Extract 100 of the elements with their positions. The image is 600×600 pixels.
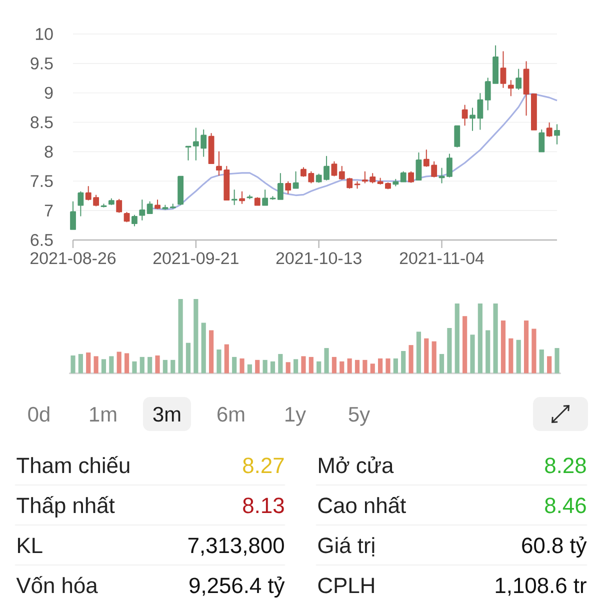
bar: [262, 360, 268, 374]
bar: [424, 338, 429, 374]
candlestick: [185, 146, 192, 160]
candlestick: [70, 201, 76, 230]
candlestick: [516, 68, 522, 90]
bar: [132, 361, 137, 374]
text: 1,108.6 tr: [496, 578, 586, 596]
bar: [478, 303, 482, 374]
bar: [286, 362, 290, 374]
bar: [462, 316, 468, 374]
text: 8.27: [243, 458, 284, 474]
candlestick: [508, 80, 514, 96]
bar: [178, 298, 183, 374]
bar: [547, 356, 552, 374]
y-tick-label: 9.5: [30, 57, 53, 70]
bar: [324, 348, 329, 374]
bar: [240, 358, 244, 374]
candlestick: [254, 197, 260, 206]
text: 8.13: [243, 498, 284, 514]
candlestick: [162, 204, 168, 210]
category-label: KL: [18, 538, 42, 553]
bar: [447, 328, 452, 374]
candlestick: [146, 201, 153, 214]
bar: [386, 358, 390, 374]
candlestick: [100, 204, 107, 208]
bar: [486, 330, 490, 374]
bar: [316, 361, 322, 374]
bar: [124, 353, 130, 374]
candlestick: [523, 61, 530, 116]
category-label: 1y: [286, 407, 306, 426]
bar: [270, 361, 276, 374]
text: 8.28: [545, 458, 586, 474]
bar: [194, 298, 198, 374]
bar: [508, 338, 514, 374]
bar: [554, 348, 560, 374]
text: 7,313,800: [188, 538, 284, 556]
x-tick-label: 2021-10-13: [276, 252, 362, 264]
bar: [148, 356, 152, 374]
category-label: 3m: [153, 406, 180, 422]
candlestick: [408, 171, 414, 183]
candlestick: [124, 212, 130, 222]
candlestick: [154, 199, 160, 210]
bar: [378, 358, 383, 374]
bar: [278, 354, 283, 374]
category-label: Giá trị: [318, 536, 374, 556]
bar: [432, 341, 436, 374]
candlestick: [346, 178, 353, 189]
y-tick-label: 8: [44, 146, 53, 158]
y-tick-label: 7.5: [30, 175, 53, 188]
candlestick: [270, 196, 276, 200]
text: 9,256.4 tỷ: [190, 576, 285, 598]
candlestick: [116, 198, 122, 213]
y-tick-label: 7: [44, 204, 53, 216]
y-tick-label: 6.5: [30, 234, 53, 246]
candlestick: [178, 176, 184, 206]
x-tick-label: 2021-09-21: [153, 252, 238, 264]
bar: [308, 356, 314, 374]
bar: [362, 360, 368, 374]
bar: [493, 303, 498, 374]
x-tick-label: 2021-11-04: [400, 252, 484, 264]
candlestick: [262, 189, 268, 206]
category-label: 1m: [90, 407, 116, 422]
category-label: 0d: [28, 406, 50, 422]
candlestick: [462, 104, 468, 126]
bar: [116, 352, 122, 374]
bar: [186, 342, 191, 374]
bar: [208, 330, 214, 374]
bar: [401, 351, 406, 374]
bar: [393, 358, 398, 374]
category-label: Vốn hóa: [16, 576, 98, 594]
bar: [454, 303, 460, 374]
candlestick: [239, 191, 245, 204]
bar: [94, 356, 98, 374]
bar: [232, 356, 237, 374]
text: 60.8 tỷ: [522, 536, 587, 558]
bar: [500, 320, 506, 374]
bar: [340, 361, 344, 374]
bar: [255, 360, 260, 374]
bar: [301, 356, 306, 374]
candlestick: [531, 94, 537, 130]
bar: [201, 322, 206, 374]
y-tick-label: 8.5: [30, 116, 53, 128]
bar: [347, 358, 352, 374]
candlestick: [392, 178, 399, 186]
candlestick: [139, 199, 146, 220]
candlestick: [377, 178, 384, 185]
bar: [247, 364, 252, 374]
bar: [532, 328, 536, 374]
candlestick: [454, 125, 460, 148]
candlestick: [331, 161, 338, 176]
bar: [332, 356, 337, 374]
bar: [439, 354, 444, 374]
candlestick: [446, 154, 452, 178]
category-label: 6m: [218, 406, 244, 422]
candlestick: [385, 182, 391, 190]
bar: [101, 359, 106, 374]
candlestick: [170, 204, 176, 209]
bar: [86, 352, 91, 374]
bar: [354, 360, 360, 374]
bar: [524, 320, 529, 374]
